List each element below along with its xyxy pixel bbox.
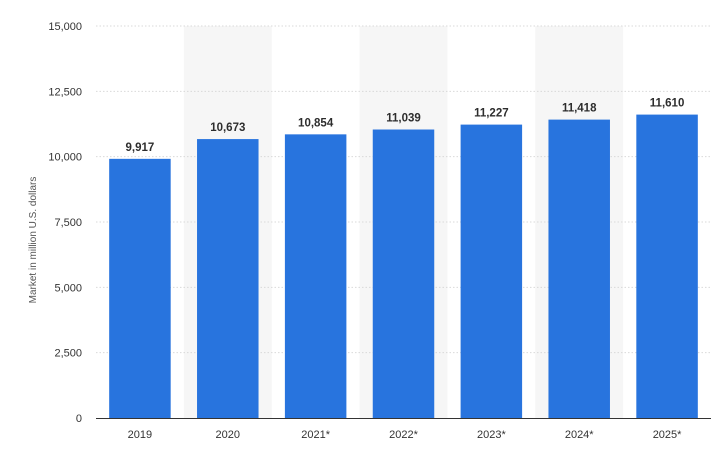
x-tick-label: 2020 — [216, 429, 240, 441]
bar[interactable] — [636, 114, 698, 418]
bar[interactable] — [460, 124, 523, 418]
x-axis-ticks: 2019 2020 2021* 2022* 2023* 2024* 2025* — [128, 429, 682, 441]
data-labels: 9,917 10,673 10,854 11,039 11,227 11,418 11,61… — [126, 98, 685, 154]
bar[interactable] — [109, 158, 171, 418]
bar[interactable] — [197, 139, 259, 419]
x-tick-label: 2023* — [477, 429, 506, 441]
y-tick-label: 15,000 — [48, 21, 82, 33]
bar[interactable] — [548, 119, 610, 419]
y-tick-label: 10,000 — [48, 152, 82, 164]
y-tick-label: 5,000 — [54, 282, 82, 294]
bar[interactable] — [284, 134, 347, 418]
y-tick-label: 12,500 — [48, 86, 82, 98]
data-label: 11,227 — [474, 108, 509, 120]
y-axis-title: Market in million U.S. dollars — [28, 177, 39, 304]
x-tick-label: 2025* — [653, 429, 682, 441]
y-tick-label: 0 — [76, 413, 82, 425]
x-tick-label: 2024* — [565, 429, 594, 441]
data-label: 9,917 — [126, 142, 155, 154]
data-label: 10,673 — [210, 122, 245, 134]
x-tick-label: 2021* — [301, 429, 330, 441]
data-label: 11,610 — [650, 98, 685, 110]
x-tick-label: 2019 — [128, 429, 152, 441]
x-tick-label: 2022* — [389, 429, 418, 441]
data-label: 10,854 — [298, 117, 334, 129]
bar[interactable] — [372, 129, 435, 418]
bars — [109, 114, 698, 419]
y-tick-label: 2,500 — [54, 348, 82, 360]
y-tick-label: 7,500 — [54, 217, 82, 229]
y-axis-ticks: 0 2,500 5,000 7,500 10,000 12,500 15,000 — [48, 21, 82, 425]
data-label: 11,418 — [562, 103, 597, 115]
data-label: 11,039 — [386, 113, 421, 125]
